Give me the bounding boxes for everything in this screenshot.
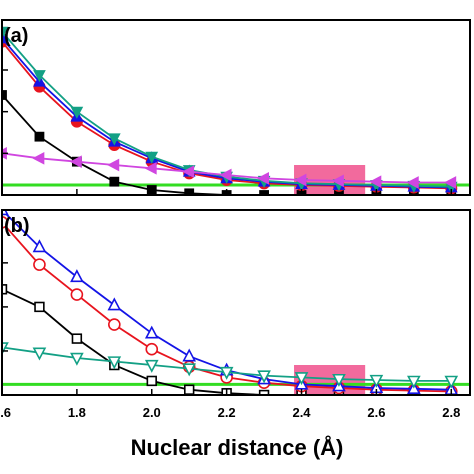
panel-a-series-1-point [184, 188, 195, 195]
panel-b: (b) [1, 209, 471, 396]
x-tick-labels: 1.6 1.8 2.0 2.2 2.4 2.6 2.8 [0, 405, 460, 420]
panel-a-series-1-point [2, 90, 7, 100]
panel-b-series-1-point [258, 389, 270, 395]
panel-a-series-1-point [109, 176, 120, 187]
panel-b-series-4-point [294, 372, 309, 386]
x-tick-label: 2.2 [218, 405, 236, 420]
panel-b-series-2-point [145, 342, 159, 356]
panel-b-series-2-point [2, 216, 9, 229]
panel-b-series-4-point [369, 374, 384, 388]
panel-b-series-2-point [108, 318, 121, 331]
panel-b-series-4-point [182, 363, 197, 377]
panel-b-series-4 [2, 342, 459, 389]
panel-b-series-4-point [444, 375, 459, 389]
x-tick-label: 1.6 [0, 405, 11, 420]
x-tick-label: 2.0 [143, 405, 161, 420]
panel-a-series-5-point [107, 158, 120, 172]
x-axis-title: Nuclear distance (Å) [131, 434, 344, 460]
panel-a-series-4-point [107, 133, 121, 146]
panel-b-plot-area [2, 210, 470, 395]
panel-b-series-3-point [32, 239, 47, 253]
panel-b-series-4-point [32, 347, 47, 361]
panel-b-series-1-point [34, 301, 45, 313]
panel-a-plot-area [2, 26, 470, 195]
panel-b-series-3-point [144, 325, 159, 339]
panel-a-series-5-point [369, 175, 382, 188]
panel-b-series-4-point [2, 342, 9, 356]
panel-b-series-2-point [70, 288, 84, 301]
panel-a-series-4-point [33, 70, 46, 83]
panel-a-series-5-point [294, 173, 307, 187]
panel-b-series-3-point [107, 297, 122, 311]
panel-b-series-1-point [184, 384, 195, 395]
panel-a-series-4-point [70, 106, 84, 119]
panel-a-series-3 [2, 31, 458, 193]
panel-b-series-1-point [71, 333, 83, 344]
x-tick-label: 1.8 [68, 405, 86, 420]
panel-a-series-2-line [2, 41, 452, 190]
panel-a-series-4-point [2, 26, 9, 39]
panel-a-series-3-point [2, 31, 9, 44]
panel-b-series-3-point [182, 348, 197, 362]
panel-a-series-1-point [259, 190, 269, 195]
panel-b-series-4-point [144, 359, 159, 373]
panel-b-series-3-point [2, 210, 9, 216]
panel-a-series-5-point [444, 176, 457, 189]
panel-a-series-3-line [2, 37, 452, 189]
panel-a-series-5-point [69, 155, 82, 168]
panel-b-series-4-point [70, 352, 84, 366]
panel-b-series-4-point [407, 375, 421, 389]
panel-a-series-5-point [219, 168, 232, 182]
panel-b-series-1-point [2, 284, 8, 295]
panel-b-series-4-point [332, 373, 346, 387]
panel-a-series-5-point [256, 172, 269, 185]
panel-a-series-4-point [145, 151, 159, 164]
panel-a-series-2 [2, 35, 458, 195]
x-tick-label: 2.8 [442, 405, 460, 420]
x-tick-label: 2.6 [367, 405, 385, 420]
panel-b-series-4-point [107, 356, 122, 370]
panel-b-series-2-point [33, 258, 46, 271]
panel-b-series-4-point [219, 366, 234, 380]
panel-b-label: (b) [4, 215, 30, 237]
panel-a-series-1-point [34, 131, 45, 142]
panel-b-series-3-point [70, 269, 84, 283]
panel-a-frame [1, 19, 471, 196]
panel-a: (a) [1, 19, 471, 196]
panel-a-series-5-point [32, 152, 45, 165]
panel-b-series-3 [2, 210, 459, 395]
panel-a-series-5-point [182, 165, 195, 178]
panel-b-series-1-point [146, 375, 157, 387]
panel-b-series-4-point [257, 370, 271, 384]
panel-b-frame [1, 209, 471, 396]
panel-a-series-5-point [331, 174, 344, 188]
panel-a-label: (a) [4, 25, 28, 47]
x-tick-label: 2.4 [292, 405, 311, 420]
panel-a-series-5-point [406, 176, 419, 189]
panel-a-series-5-point [144, 162, 157, 175]
